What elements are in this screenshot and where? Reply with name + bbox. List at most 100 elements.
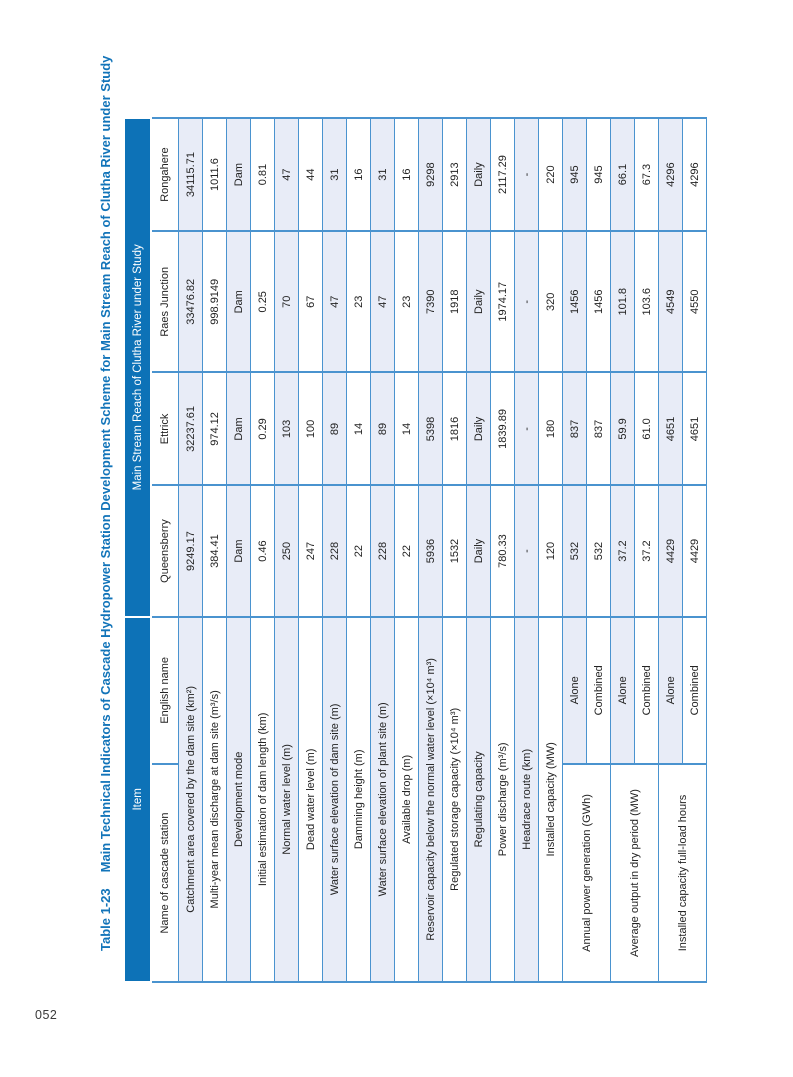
table-row: Water surface elevation of plant site (m… [370,118,395,982]
sub-label-cell: Alone [610,616,635,764]
header-group-cell: Main Stream Reach of Clutha River under … [124,118,151,617]
value-cell: 31 [370,118,395,232]
value-cell: 70 [274,231,299,373]
sub-label-cell: Alone [658,616,683,764]
table-row: Headrace route (km) - - - - [514,118,539,982]
value-cell: 61.0 [634,372,659,486]
value-cell: 1011.6 [202,118,227,232]
header-station-queensberry: Queensberry [151,485,179,617]
row-label-cell: Installed capacity (MW) [538,616,563,982]
value-cell: Daily [466,231,491,373]
rotated-table-layout: Table 1-23 Main Technical Indicators of C… [96,56,707,983]
value-cell: 0.46 [250,485,275,617]
group-label-cell: Average output in dry period (MW) [610,764,659,982]
rotated-table-region: Table 1-23 Main Technical Indicators of C… [96,56,707,985]
value-cell: 532 [562,485,587,617]
value-cell: 945 [586,118,611,232]
value-cell: 101.8 [610,231,635,373]
row-label-cell: Regulating capacity [466,616,491,982]
row-label-cell: Reservoir capacity below the normal wate… [418,616,443,982]
value-cell: 837 [586,372,611,486]
value-cell: Dam [226,231,251,373]
value-cell: 89 [370,372,395,486]
table-row: Annual power generation (GWh) Alone 532 837… [562,118,611,982]
table-row: Average output in dry period (MW) Alone 37… [610,118,659,982]
table-row: Catchment area covered by the dam site (… [178,118,203,982]
table-row: Initial estimation of dam length (km) 0.4… [250,118,275,982]
value-cell: 0.25 [250,231,275,373]
value-cell: 247 [298,485,323,617]
value-cell: 1816 [442,372,467,486]
row-label-cell: Development mode [226,616,251,982]
value-cell: 67.3 [634,118,659,232]
table-header-row-1: Item Main Stream Reach of Clutha River u… [124,118,151,982]
value-cell: - [514,372,539,486]
value-cell: 4651 [682,372,707,486]
value-cell: 9298 [418,118,443,232]
value-cell: 4296 [682,118,707,232]
value-cell: 180 [538,372,563,486]
value-cell: - [514,118,539,232]
value-cell: 89 [322,372,347,486]
table-row: Installed capacity (MW) 120 180 320 220 [538,118,563,982]
row-label-cell: Dead water level (m) [298,616,323,982]
value-cell: 4651 [658,372,683,486]
row-label-cell: Normal water level (m) [274,616,299,982]
row-label-cell: Initial estimation of dam length (km) [250,616,275,982]
value-cell: 44 [298,118,323,232]
sub-label-cell: Alone [562,616,587,764]
sub-label-cell: Combined [682,616,707,764]
value-cell: 4550 [682,231,707,373]
value-cell: 320 [538,231,563,373]
table-row: Normal water level (m) 250 103 70 47 [274,118,299,982]
table-row: Water surface elevation of dam site (m) 2… [322,118,347,982]
value-cell: Daily [466,372,491,486]
value-cell: 780.33 [490,485,515,617]
value-cell: 66.1 [610,118,635,232]
header-item-cell: Item [124,616,151,982]
value-cell: 103.6 [634,231,659,373]
table-header-row-2: Name of cascade station English name Que… [151,118,179,982]
value-cell: 120 [538,485,563,617]
value-cell: 250 [274,485,299,617]
value-cell: 33476.82 [178,231,203,373]
value-cell: 1532 [442,485,467,617]
group-label-cell: Installed capacity full-load hours [658,764,707,982]
value-cell: 0.81 [250,118,275,232]
table-body: Catchment area covered by the dam site (… [178,118,707,982]
row-label-cell: Damming height (m) [346,616,371,982]
table-row: Regulating capacity Daily Daily Daily Daily [466,118,491,982]
value-cell: 998.9149 [202,231,227,373]
value-cell: 532 [586,485,611,617]
value-cell: 2117.29 [490,118,515,232]
table-row: Damming height (m) 22 14 23 16 [346,118,371,982]
value-cell: Dam [226,485,251,617]
value-cell: 22 [346,485,371,617]
value-cell: 14 [346,372,371,486]
table-title-number: Table 1-23 [98,888,113,951]
header-station-rongahere: Rongahere [151,118,179,232]
value-cell: 103 [274,372,299,486]
value-cell: 32237.61 [178,372,203,486]
value-cell: Daily [466,485,491,617]
value-cell: 4296 [658,118,683,232]
value-cell: - [514,485,539,617]
value-cell: 4549 [658,231,683,373]
value-cell: 1456 [562,231,587,373]
value-cell: - [514,231,539,373]
table-title: Table 1-23 Main Technical Indicators of C… [96,56,116,983]
value-cell: Daily [466,118,491,232]
value-cell: 1918 [442,231,467,373]
value-cell: 47 [322,231,347,373]
header-station-ettrick: Ettrick [151,372,179,486]
table-title-text: Main Technical Indicators of Cascade Hyd… [98,55,113,873]
value-cell: 16 [346,118,371,232]
sub-label-cell: Combined [634,616,659,764]
table-row: Installed capacity full-load hours Alone 4… [658,118,707,982]
header-name-of-station-cell: Name of cascade station [151,764,179,982]
value-cell: 7390 [418,231,443,373]
value-cell: 5936 [418,485,443,617]
value-cell: 67 [298,231,323,373]
value-cell: 23 [394,231,419,373]
